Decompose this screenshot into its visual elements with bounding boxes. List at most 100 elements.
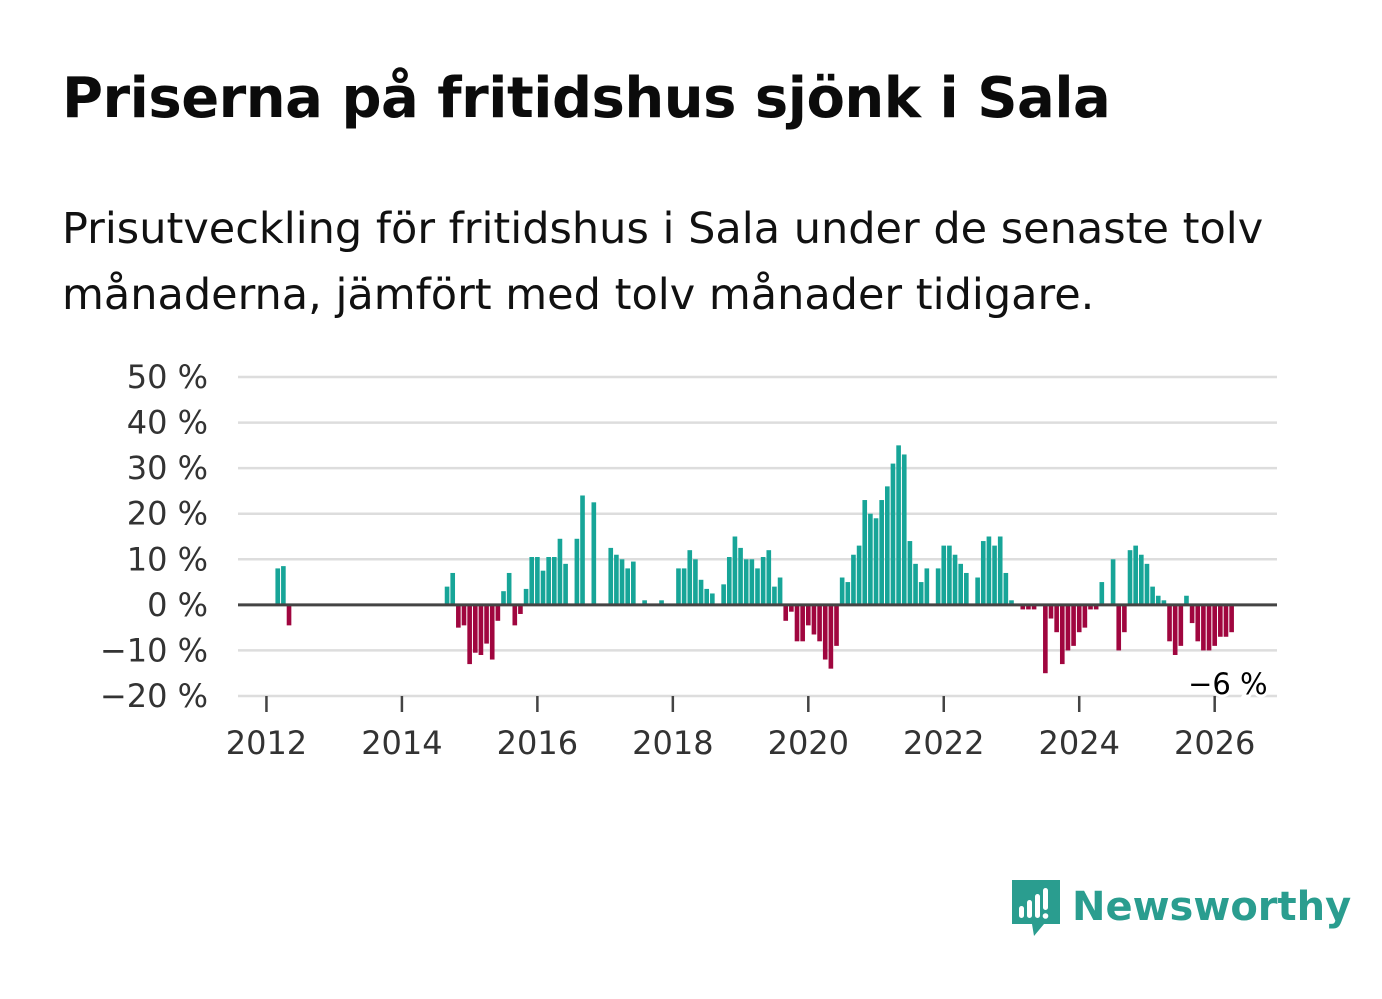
bar: [1178, 604, 1184, 646]
bar: [1167, 604, 1172, 642]
grid-lines: [238, 375, 1277, 698]
y-tick-label: 20 %: [127, 495, 208, 533]
bar: [444, 586, 450, 605]
bar: [907, 541, 913, 605]
bar: [1172, 604, 1178, 655]
bar: [1206, 604, 1212, 651]
bar: [1223, 604, 1229, 637]
bar: [286, 604, 292, 626]
bar: [760, 557, 766, 605]
bar: [1048, 604, 1054, 619]
bar: [501, 591, 506, 605]
bar: [523, 588, 529, 605]
bar: [873, 518, 879, 605]
bar: [681, 568, 687, 605]
bar: [450, 572, 456, 605]
bar: [1184, 595, 1189, 605]
bar: [868, 513, 873, 605]
bar: [710, 593, 715, 605]
bar: [1099, 582, 1105, 605]
bar: [1189, 604, 1195, 624]
bar: [1088, 604, 1093, 610]
bar: [687, 550, 693, 605]
bar: [856, 545, 862, 605]
bar: [755, 568, 760, 605]
bar: [890, 463, 896, 605]
y-tick-label: 0 %: [147, 586, 208, 624]
bar: [800, 604, 805, 642]
bar: [489, 604, 495, 660]
bar: [693, 559, 698, 605]
bar: [529, 557, 535, 605]
bar: [1150, 586, 1155, 605]
bar: [642, 600, 647, 605]
x-tick-label: 2018: [632, 724, 713, 762]
bar: [772, 586, 777, 605]
bar: [1059, 604, 1065, 665]
x-tick-label: 2020: [768, 724, 849, 762]
bar: [631, 561, 636, 605]
bar: [947, 545, 952, 605]
bar: [1026, 604, 1031, 610]
bar: [726, 557, 732, 605]
bar: [551, 557, 557, 605]
end-value-label: −6 %: [1188, 667, 1268, 701]
y-tick-label: 30 %: [127, 449, 208, 487]
bar: [992, 545, 997, 605]
bar: [749, 559, 755, 605]
x-tick-label: 2024: [1039, 724, 1120, 762]
bar: [1201, 604, 1206, 651]
bar: [467, 604, 472, 665]
bar: [1003, 572, 1009, 605]
x-tick-label: 2022: [903, 724, 984, 762]
bar: [1082, 604, 1088, 628]
bar: [1144, 563, 1150, 605]
y-tick-label: 10 %: [127, 540, 208, 578]
bar: [472, 604, 478, 653]
bar: [789, 604, 794, 612]
bar: [275, 568, 281, 605]
bar: [1133, 545, 1138, 605]
bar: [1229, 604, 1234, 633]
bar: [896, 445, 901, 605]
bar: [828, 604, 834, 669]
bar: [1116, 604, 1122, 651]
bar: [546, 557, 551, 605]
bar: [535, 557, 540, 605]
bar: [461, 604, 467, 626]
bar: [935, 568, 941, 605]
bar: [1138, 554, 1144, 605]
bar: [777, 577, 783, 605]
y-tick-label: −20 %: [100, 677, 208, 715]
bar: [1122, 604, 1127, 633]
bar: [901, 454, 907, 605]
bar: [975, 577, 980, 605]
y-tick-label: −10 %: [100, 631, 208, 669]
bar: [879, 500, 884, 605]
bar: [574, 538, 580, 605]
bar: [1054, 604, 1059, 633]
bar: [625, 568, 630, 605]
bar: [805, 604, 811, 626]
x-tick-label: 2012: [226, 724, 307, 762]
y-tick-label: 40 %: [127, 404, 208, 442]
bar: [614, 554, 619, 605]
bar: [964, 572, 969, 605]
bar: [676, 568, 681, 605]
bar: [783, 604, 789, 621]
bar: [512, 604, 518, 626]
bar: [743, 559, 749, 605]
bar: [698, 579, 704, 605]
bar: [478, 604, 484, 655]
bar: [1110, 559, 1116, 605]
bar: [1195, 604, 1201, 642]
bar: [1212, 604, 1218, 646]
bar: [591, 502, 597, 605]
bar: [608, 547, 614, 605]
bar: [924, 568, 930, 605]
y-tick-label: 50 %: [127, 358, 208, 396]
bar: [1043, 604, 1048, 674]
bar: [1020, 604, 1026, 610]
bar: [862, 500, 868, 605]
